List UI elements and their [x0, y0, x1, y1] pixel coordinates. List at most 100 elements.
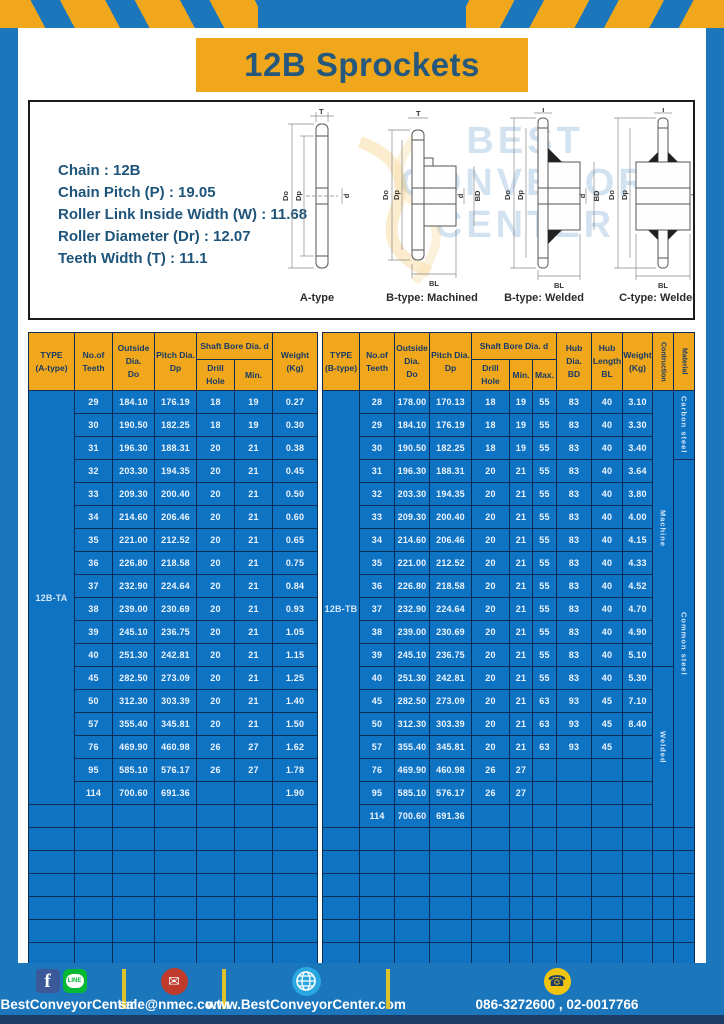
table-cell: 0.50: [272, 482, 318, 506]
table-cell: 460.98: [429, 758, 472, 782]
empty-cell: [196, 850, 235, 874]
empty-cell: [28, 919, 75, 943]
column-header: Material: [673, 332, 695, 391]
column-header: Hub Dia. BD: [556, 332, 592, 391]
phone-icon[interactable]: ☎: [543, 967, 571, 995]
table-row-empty: [28, 873, 318, 897]
empty-cell: [112, 827, 155, 851]
table-cell: 0.38: [272, 436, 318, 460]
table-cell: 236.75: [429, 643, 472, 667]
empty-cell: [112, 896, 155, 920]
empty-cell: [154, 942, 197, 966]
empty-cell: [196, 873, 235, 897]
table-cell: 45: [359, 689, 395, 713]
column-header: Pitch Dia. Dp: [154, 332, 197, 391]
empty-cell: [622, 850, 653, 874]
empty-cell: [74, 896, 113, 920]
table-row: 114 700.60 691.36: [323, 804, 695, 828]
table-cell: 20: [196, 712, 235, 736]
email-icon[interactable]: ✉: [160, 967, 188, 995]
table-cell: 20: [196, 643, 235, 667]
table-cell: [556, 781, 592, 805]
empty-cell: [74, 873, 113, 897]
table-cell: 242.81: [154, 643, 197, 667]
svg-text:Do: Do: [281, 191, 290, 201]
table-cell: 114: [74, 781, 113, 805]
table-cell: [591, 804, 623, 828]
table-cell: 176.19: [429, 413, 472, 437]
table-cell: 3.30: [622, 413, 653, 437]
table-cell: 182.25: [429, 436, 472, 460]
table-cell: 28: [359, 390, 395, 414]
b-type-welded-drawing: T Do Dp d BD BL: [488, 108, 600, 314]
table-cell: 20: [196, 551, 235, 575]
empty-cell: [591, 850, 623, 874]
b-type-machined-drawing: T Do Dp d BD BL: [376, 108, 488, 314]
empty-cell: [272, 850, 318, 874]
empty-cell: [509, 919, 533, 943]
table-row-empty: [28, 942, 318, 966]
svg-text:Dp: Dp: [294, 191, 303, 201]
svg-text:d: d: [578, 193, 587, 198]
table-cell: 31: [74, 436, 113, 460]
empty-cell: [74, 942, 113, 966]
table-cell: 282.50: [112, 666, 155, 690]
table-row-empty: [322, 919, 695, 943]
table-cell: 20: [471, 505, 510, 529]
empty-cell: [673, 827, 695, 851]
table-cell: 5.10: [622, 643, 653, 667]
table-cell: 45: [591, 735, 623, 759]
table-row: 12B-TA 29 184.10 176.19 18 19 0.27: [28, 390, 318, 805]
table-cell: 40: [591, 597, 623, 621]
table-cell: 212.52: [429, 551, 472, 575]
table-cell: 35: [74, 528, 113, 552]
group-label-cell: Welded: [652, 666, 674, 828]
table-cell: 21: [509, 574, 533, 598]
column-header: TYPE (B-type): [322, 332, 360, 391]
empty-cell: [652, 850, 674, 874]
svg-text:T: T: [319, 108, 324, 116]
table-cell: 19: [234, 390, 273, 414]
table-cell: 20: [196, 505, 235, 529]
empty-cell: [196, 804, 235, 828]
empty-cell: [28, 804, 75, 828]
email-link[interactable]: sale@nmec.co.th: [118, 997, 230, 1012]
table-cell: [622, 735, 653, 759]
empty-cell: [322, 873, 360, 897]
table-cell: 1.05: [272, 620, 318, 644]
table-cell: 45: [74, 666, 113, 690]
drawing-caption: B-type: Machined: [386, 292, 478, 304]
svg-text:BL: BL: [658, 281, 668, 290]
footer-divider: [386, 969, 390, 1009]
website-link[interactable]: www.BestConveyorCenter.com: [206, 997, 406, 1012]
social-handle-link[interactable]: @BestConveyorCenter: [0, 997, 135, 1012]
table-cell: 93: [556, 712, 592, 736]
table-cell: 345.81: [154, 712, 197, 736]
table-cell: 76: [359, 758, 395, 782]
line-icon[interactable]: LINE: [62, 969, 87, 993]
a-type-drawing: T Do Dp d A-type: [258, 108, 376, 314]
table-cell: 242.81: [429, 666, 472, 690]
table-cell: 20: [471, 620, 510, 644]
empty-cell: [154, 850, 197, 874]
empty-cell: [652, 827, 674, 851]
table-cell: 20: [471, 712, 510, 736]
column-header: Min.: [509, 359, 533, 391]
column-header: Pitch Dia. Dp: [429, 332, 472, 391]
table-cell: 21: [509, 712, 533, 736]
facebook-icon[interactable]: f: [35, 969, 60, 993]
content-panel: 12B Sprockets BEST CONVEYOR CENTER Chain…: [18, 28, 706, 966]
table-cell: 29: [359, 413, 395, 437]
group-label-cell: Machine: [652, 390, 674, 667]
table-cell: 585.10: [112, 758, 155, 782]
empty-cell: [429, 850, 472, 874]
table-cell: 21: [509, 689, 533, 713]
empty-cell: [196, 896, 235, 920]
empty-cell: [322, 827, 360, 851]
table-cell: 0.75: [272, 551, 318, 575]
table-row-empty: [322, 896, 695, 920]
table-cell: 0.60: [272, 505, 318, 529]
globe-icon[interactable]: [291, 966, 321, 996]
table-cell: 20: [196, 597, 235, 621]
table-cell: 312.30: [112, 689, 155, 713]
